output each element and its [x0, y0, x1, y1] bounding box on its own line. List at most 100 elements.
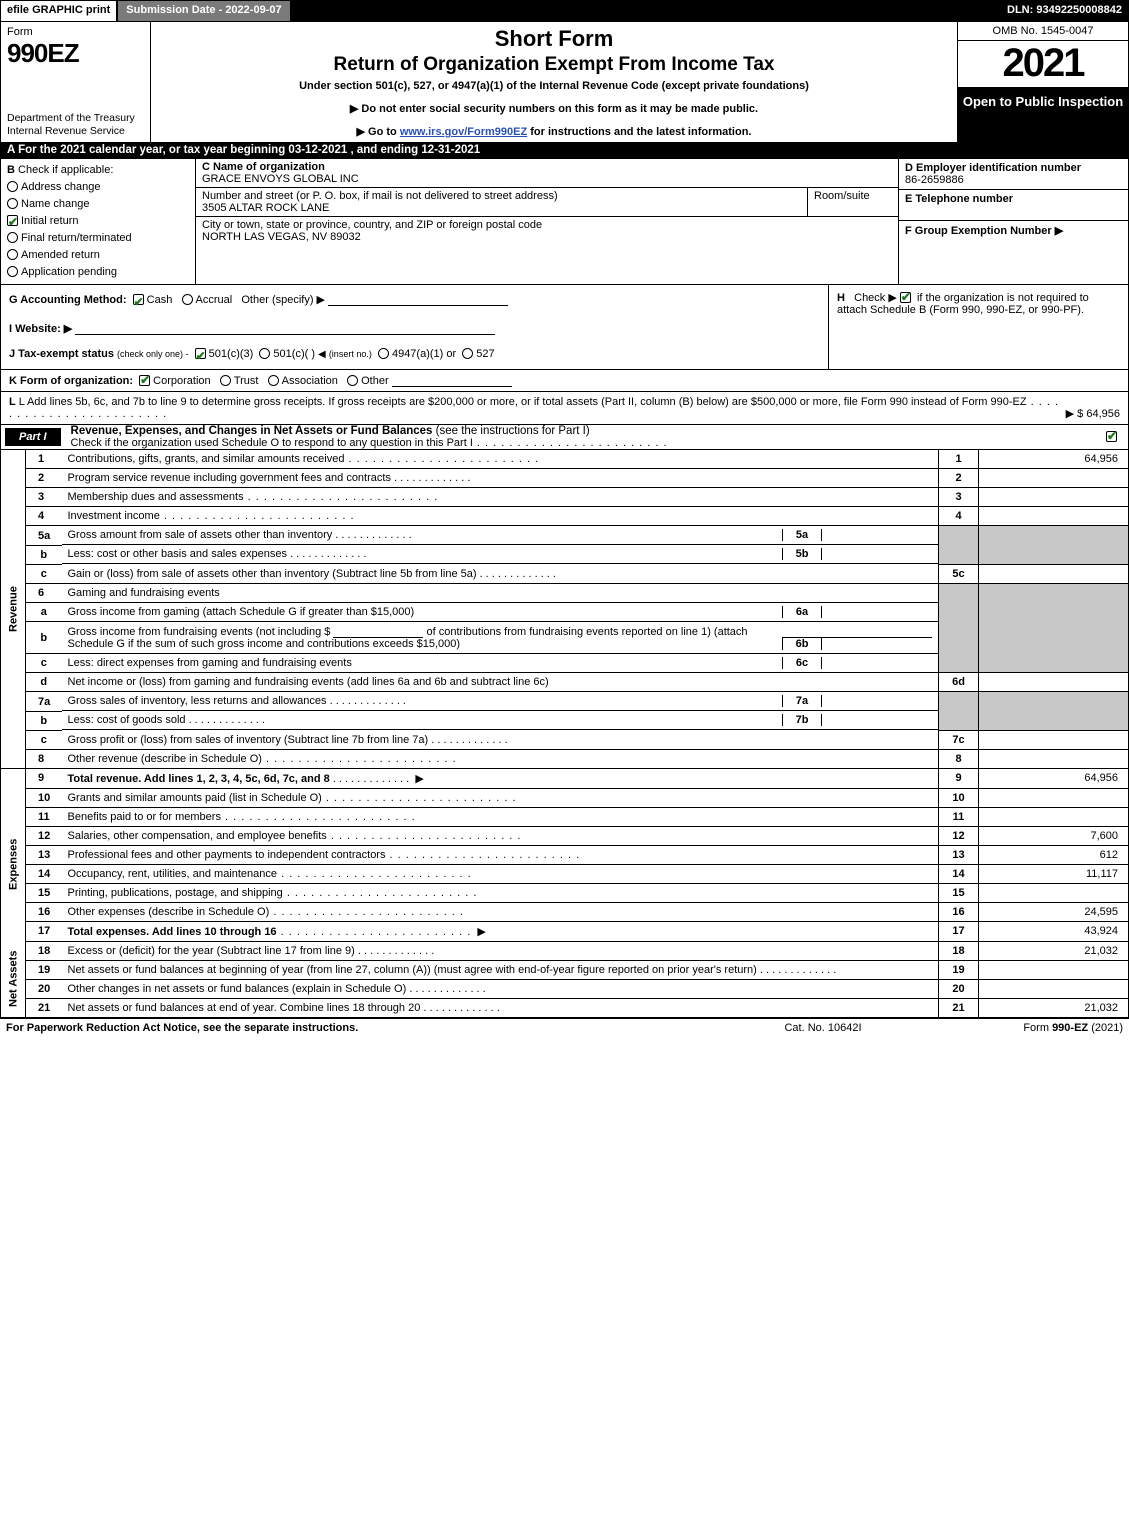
line-5ab-greyamt [979, 526, 1129, 565]
g-label: G Accounting Method: [9, 294, 127, 306]
line-5a-num: 5a [26, 526, 62, 546]
return-subtitle: Under section 501(c), 527, or 4947(a)(1)… [159, 80, 949, 92]
line-5c-num: c [26, 564, 62, 583]
line-17-box: 17 [939, 921, 979, 941]
line-7ab-greyamt [979, 692, 1129, 731]
line-3-amt [979, 488, 1129, 507]
section-h: H Check ▶ if the organization is not req… [828, 285, 1128, 369]
i-label: I Website: ▶ [9, 323, 72, 335]
line-8-num: 8 [26, 749, 62, 768]
line-6-desc: Gaming and fundraising events [62, 583, 939, 602]
line-6a-num: a [26, 602, 62, 622]
line-10-box: 10 [939, 788, 979, 807]
submission-date: Submission Date - 2022-09-07 [118, 1, 291, 21]
line-5b-subval[interactable] [822, 548, 932, 560]
line-2-amt [979, 469, 1129, 488]
line-6c-subval[interactable] [822, 657, 932, 669]
lbl-application-pending: Application pending [21, 266, 117, 278]
line-8-desc: Other revenue (describe in Schedule O) [68, 753, 262, 765]
line-6b-subval[interactable] [822, 637, 932, 650]
chk-corporation[interactable] [139, 375, 150, 386]
section-b: B Check if applicable: Address change Na… [1, 159, 196, 284]
line-5c-box: 5c [939, 564, 979, 583]
chk-initial-return[interactable] [7, 215, 18, 226]
line-7ab-greybox [939, 692, 979, 731]
lbl-other-org: Other [361, 375, 389, 387]
chk-application-pending[interactable] [7, 266, 18, 277]
line-7c-amt [979, 730, 1129, 749]
section-c: C Name of organization GRACE ENVOYS GLOB… [196, 159, 898, 284]
city-value: NORTH LAS VEGAS, NV 89032 [202, 231, 361, 243]
block-bcd: B Check if applicable: Address change Na… [0, 159, 1129, 285]
row-l: L L Add lines 5b, 6c, and 7b to line 9 t… [0, 392, 1129, 425]
lbl-accrual: Accrual [196, 294, 233, 306]
line-6a-desc: Gross income from gaming (attach Schedul… [68, 606, 783, 618]
line-2-num: 2 [26, 469, 62, 488]
other-org-input[interactable] [392, 374, 512, 387]
form-header: Form 990EZ Department of the Treasury In… [0, 22, 1129, 142]
line-9-num: 9 [26, 768, 62, 788]
line-5a-subval[interactable] [822, 529, 932, 541]
lbl-address-change: Address change [21, 181, 101, 193]
chk-cash[interactable] [133, 294, 144, 305]
website-input[interactable] [75, 322, 495, 335]
chk-4947[interactable] [378, 348, 389, 359]
line-1-num: 1 [26, 450, 62, 469]
chk-association[interactable] [268, 375, 279, 386]
line-16-desc: Other expenses (describe in Schedule O) [68, 906, 270, 918]
chk-501c3[interactable] [195, 348, 206, 359]
line-2-desc: Program service revenue including govern… [68, 472, 391, 484]
line-1-box: 1 [939, 450, 979, 469]
irs-link[interactable]: www.irs.gov/Form990EZ [400, 126, 527, 138]
header-left: Form 990EZ Department of the Treasury In… [1, 22, 151, 142]
chk-amended-return[interactable] [7, 249, 18, 260]
line-6b-desc1: Gross income from fundraising events (no… [68, 626, 331, 638]
line-16-box: 16 [939, 902, 979, 921]
expenses-side-label: Expenses [1, 788, 26, 941]
chk-other-org[interactable] [347, 375, 358, 386]
part-i-title: Revenue, Expenses, and Changes in Net As… [71, 425, 433, 437]
chk-527[interactable] [462, 348, 473, 359]
line-5ab-greybox [939, 526, 979, 565]
line-21-num: 21 [26, 998, 62, 1017]
line-7c-box: 7c [939, 730, 979, 749]
row-a-tax-year: A For the 2021 calendar year, or tax yea… [0, 142, 1129, 159]
line-6a-subval[interactable] [822, 606, 932, 618]
line-12-desc: Salaries, other compensation, and employ… [68, 830, 327, 842]
chk-accrual[interactable] [182, 294, 193, 305]
block-ghij: G Accounting Method: Cash Accrual Other … [0, 285, 1129, 370]
revenue-spacer [1, 768, 26, 788]
line-10-amt [979, 788, 1129, 807]
chk-no-schedule-b[interactable] [900, 292, 911, 303]
f-label: F Group Exemption Number ▶ [905, 225, 1063, 237]
other-method-input[interactable] [328, 293, 508, 306]
line-12-box: 12 [939, 826, 979, 845]
form-number: 990EZ [7, 38, 144, 69]
chk-501c[interactable] [259, 348, 270, 359]
chk-trust[interactable] [220, 375, 231, 386]
netassets-side-label: Net Assets [1, 941, 26, 1017]
efile-print-label[interactable]: efile GRAPHIC print [1, 1, 118, 21]
chk-final-return[interactable] [7, 232, 18, 243]
line-6-num: 6 [26, 583, 62, 602]
e-label: E Telephone number [905, 193, 1013, 205]
line-11-amt [979, 807, 1129, 826]
chk-address-change[interactable] [7, 181, 18, 192]
line-7b-subval[interactable] [822, 714, 932, 726]
line-16-amt: 24,595 [979, 902, 1129, 921]
line-6b-num: b [26, 622, 62, 654]
line-6b-amount-input[interactable] [333, 625, 423, 638]
chk-name-change[interactable] [7, 198, 18, 209]
line-3-desc: Membership dues and assessments [68, 491, 244, 503]
section-def: D Employer identification number 86-2659… [898, 159, 1128, 284]
line-7c-desc: Gross profit or (loss) from sales of inv… [68, 734, 429, 746]
line-7a-subval[interactable] [822, 695, 932, 707]
part-i-sub: Check if the organization used Schedule … [71, 437, 473, 449]
part-i-tab: Part I [5, 428, 61, 446]
lbl-4947: 4947(a)(1) or [392, 348, 456, 360]
footer-right: Form 990-EZ (2021) [923, 1022, 1123, 1034]
line-5a-desc: Gross amount from sale of assets other t… [68, 529, 333, 541]
chk-schedule-o[interactable] [1106, 431, 1117, 442]
b-letter: B [7, 164, 15, 176]
line-11-desc: Benefits paid to or for members [68, 811, 221, 823]
